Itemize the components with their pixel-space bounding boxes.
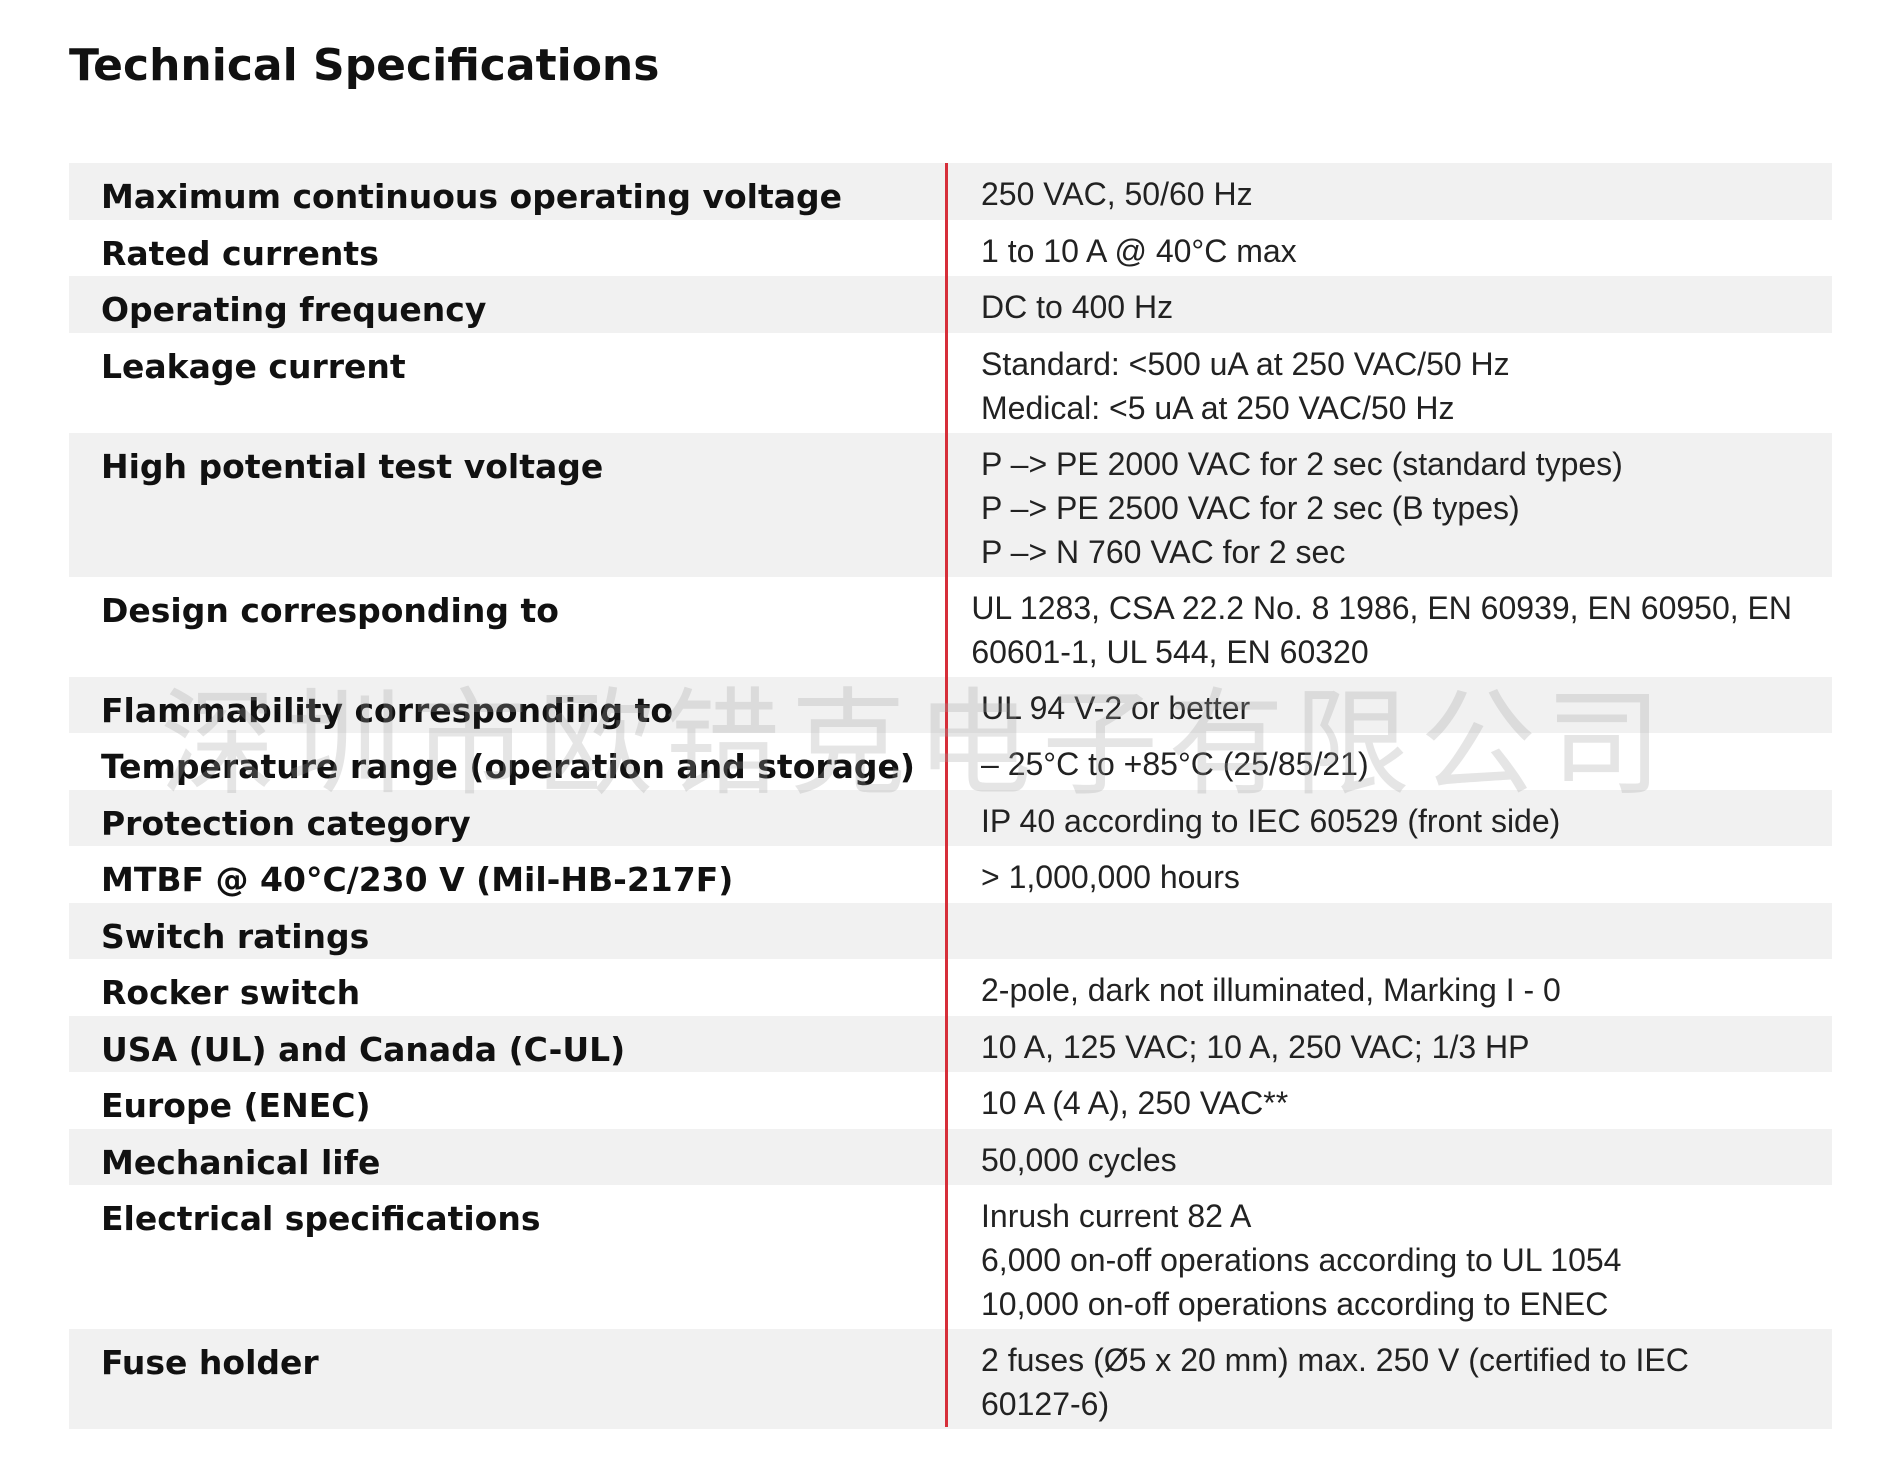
spec-row: Rocker switch 2-pole, dark not illuminate…	[69, 959, 1832, 1016]
spec-value-line: P –> PE 2500 VAC for 2 sec (B types)	[981, 489, 1520, 526]
page-title: Technical Specifications	[69, 40, 660, 91]
spec-row: Operating frequency DC to 400 Hz	[69, 276, 1832, 333]
spec-value-line: Medical: <5 uA at 250 VAC/50 Hz	[981, 389, 1455, 426]
spec-label: Mechanical life	[101, 1142, 381, 1182]
spec-value: 1 to 10 A @ 40°C max	[948, 229, 1832, 273]
spec-row: Design corresponding to UL 1283, CSA 22.2…	[69, 576, 1832, 677]
spec-row: High potential test voltage P –> PE 2000 …	[69, 432, 1832, 577]
spec-value: 2 fuses (Ø5 x 20 mm) max. 250 V (certifi…	[948, 1338, 1832, 1426]
spec-label: Leakage current	[101, 346, 406, 386]
spec-label: Rocker switch	[101, 973, 361, 1012]
spec-label: MTBF @ 40°C/230 V (Mil-HB-217F)	[101, 860, 734, 899]
spec-label: Switch ratings	[101, 916, 370, 956]
spec-value: 10 A, 125 VAC; 10 A, 250 VAC; 1/3 HP	[948, 1025, 1832, 1069]
spec-row: MTBF @ 40°C/230 V (Mil-HB-217F) > 1,000,0…	[69, 846, 1832, 903]
spec-value-line: 2 fuses (Ø5 x 20 mm) max. 250 V (certifi…	[981, 1342, 1689, 1378]
spec-value-line: 10 A (4 A), 250 VAC**	[981, 1085, 1289, 1121]
spec-label: Europe (ENEC)	[101, 1086, 371, 1125]
spec-value-line: P –> PE 2000 VAC for 2 sec (standard typ…	[981, 445, 1623, 482]
spec-value-line: 60601-1, UL 544, EN 60320	[971, 633, 1369, 670]
spec-value: Standard: <500 uA at 250 VAC/50 Hz Medica…	[948, 342, 1832, 430]
spec-value-line: 1 to 10 A @ 40°C max	[981, 232, 1297, 269]
spec-value-line: Inrush current 82 A	[981, 1198, 1252, 1234]
spec-value: P –> PE 2000 VAC for 2 sec (standard typ…	[948, 442, 1832, 574]
spec-label: Maximum continuous operating voltage	[101, 177, 843, 216]
spec-value: 250 VAC, 50/60 Hz	[948, 172, 1832, 216]
spec-value-line: IP 40 according to IEC 60529 (front side…	[981, 802, 1561, 839]
spec-table: Maximum continuous operating voltage 250 …	[69, 163, 1832, 1429]
spec-value-line: > 1,000,000 hours	[981, 859, 1240, 895]
spec-value: UL 1283, CSA 22.2 No. 8 1986, EN 60939, …	[938, 586, 1832, 674]
spec-value: DC to 400 Hz	[948, 285, 1832, 329]
spec-label: Rated currents	[101, 233, 379, 273]
spec-row: Protection category IP 40 according to IE…	[69, 789, 1832, 846]
spec-value-line: UL 94 V-2 or better	[981, 689, 1251, 726]
spec-label: Design corresponding to	[101, 590, 559, 630]
spec-value-line: 10,000 on-off operations according to EN…	[981, 1286, 1609, 1322]
spec-value-line: 50,000 cycles	[981, 1141, 1177, 1178]
spec-label: USA (UL) and Canada (C-UL)	[101, 1029, 626, 1069]
spec-value: 10 A (4 A), 250 VAC**	[948, 1081, 1832, 1125]
spec-row: Temperature range (operation and storage…	[69, 733, 1832, 790]
spec-value: – 25°C to +85°C (25/85/21)	[948, 742, 1832, 786]
spec-row: Flammability corresponding to UL 94 V-2 o…	[69, 676, 1832, 733]
spec-row: Fuse holder 2 fuses (Ø5 x 20 mm) max. 250…	[69, 1329, 1832, 1429]
spec-value-line: 250 VAC, 50/60 Hz	[981, 176, 1253, 212]
spec-value-line: 6,000 on-off operations according to UL …	[981, 1242, 1622, 1278]
column-divider	[945, 163, 948, 1427]
spec-value: 2-pole, dark not illuminated, Marking I …	[948, 968, 1832, 1012]
spec-label: Protection category	[101, 803, 471, 843]
spec-value-line: 10 A, 125 VAC; 10 A, 250 VAC; 1/3 HP	[981, 1028, 1530, 1065]
spec-value-line: DC to 400 Hz	[981, 289, 1174, 325]
spec-label: Temperature range (operation and storage…	[101, 747, 916, 786]
spec-label: High potential test voltage	[101, 446, 604, 486]
spec-row: Europe (ENEC) 10 A (4 A), 250 VAC**	[69, 1072, 1832, 1129]
spec-value: IP 40 according to IEC 60529 (front side…	[948, 799, 1832, 843]
spec-value-line: P –> N 760 VAC for 2 sec	[981, 533, 1346, 570]
spec-value: UL 94 V-2 or better	[948, 686, 1832, 730]
spec-row: Mechanical life 50,000 cycles	[69, 1128, 1832, 1185]
spec-row: Electrical specifications Inrush current …	[69, 1185, 1832, 1329]
spec-value-line: UL 1283, CSA 22.2 No. 8 1986, EN 60939, …	[971, 589, 1792, 626]
spec-value-line: 2-pole, dark not illuminated, Marking I …	[981, 972, 1561, 1008]
spec-value: > 1,000,000 hours	[948, 855, 1832, 899]
spec-label: Fuse holder	[101, 1343, 319, 1382]
spec-row: Switch ratings	[69, 902, 1832, 959]
spec-value-line: Standard: <500 uA at 250 VAC/50 Hz	[981, 345, 1510, 382]
spec-row: Maximum continuous operating voltage 250 …	[69, 163, 1832, 220]
spec-row: USA (UL) and Canada (C-UL) 10 A, 125 VAC;…	[69, 1015, 1832, 1072]
spec-label: Electrical specifications	[101, 1199, 541, 1238]
spec-label: Operating frequency	[101, 290, 487, 329]
spec-row: Rated currents 1 to 10 A @ 40°C max	[69, 219, 1832, 276]
spec-value: Inrush current 82 A 6,000 on-off operatio…	[948, 1194, 1832, 1326]
spec-value-line: – 25°C to +85°C (25/85/21)	[981, 746, 1369, 782]
spec-label: Flammability corresponding to	[101, 690, 674, 730]
spec-row: Leakage current Standard: <500 uA at 250 …	[69, 332, 1832, 433]
spec-value-line: 60127-6)	[981, 1386, 1110, 1422]
spec-value: 50,000 cycles	[948, 1138, 1832, 1182]
